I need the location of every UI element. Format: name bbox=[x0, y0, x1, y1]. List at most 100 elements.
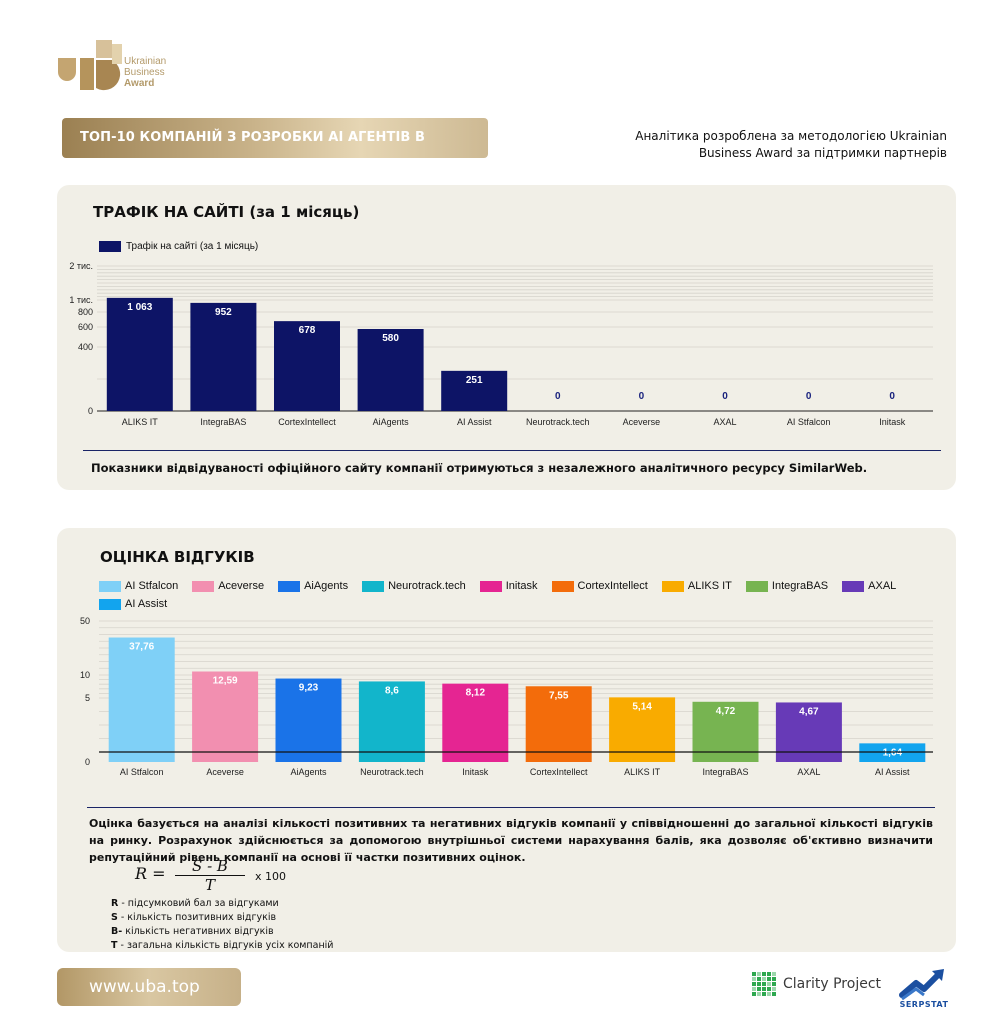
review-score-bar bbox=[609, 697, 676, 762]
bar-value-label: 0 bbox=[639, 391, 645, 402]
traffic-bar-chart: 0 400 600 800 1 тис. 2 тис. 1 063 ALIKS IT 952 In… bbox=[69, 261, 933, 427]
traffic-legend-label: Трафік на сайті (за 1 місяць) bbox=[126, 241, 259, 252]
x-tick-label: AXAL bbox=[797, 767, 820, 777]
bar-value-label: 678 bbox=[299, 325, 316, 336]
legend-label: AI Stfalcon bbox=[125, 580, 179, 592]
legend-swatch bbox=[362, 580, 385, 592]
x-tick-label: AI Stfalcon bbox=[120, 767, 164, 777]
y-tick-label: 1 тис. bbox=[69, 295, 93, 305]
logo-wordmark: Ukrainian Business Award bbox=[124, 56, 166, 89]
definition-b: B- кількість негативних відгуків bbox=[111, 926, 274, 937]
bar-value-label: 0 bbox=[806, 391, 812, 402]
y-tick-label: 10 bbox=[80, 670, 90, 680]
legend-item: Aceverse bbox=[192, 580, 264, 592]
formula-definitions: R - підсумковий бал за відгуками S - кіл… bbox=[111, 897, 333, 953]
x-tick-label: AiAgents bbox=[373, 417, 410, 427]
legend-item: IntegraBAS bbox=[745, 580, 829, 592]
legend-swatch bbox=[278, 580, 301, 592]
legend-label: AI Assist bbox=[125, 598, 168, 610]
x-tick-label: AiAgents bbox=[290, 767, 327, 777]
bar-value-label: 5,14 bbox=[632, 701, 652, 712]
formula-denominator: T bbox=[204, 876, 215, 894]
bar-value-label: 1 063 bbox=[127, 302, 152, 313]
bar-value-label: 580 bbox=[382, 333, 399, 344]
traffic-card: ТРАФІК НА САЙТІ (за 1 місяць) Трафік на … bbox=[57, 185, 956, 490]
x-tick-label: IntegraBAS bbox=[200, 417, 246, 427]
legend-item: Neurotrack.tech bbox=[362, 580, 466, 592]
x-tick-label: CortexIntellect bbox=[278, 417, 336, 427]
review-score-bar bbox=[859, 743, 926, 762]
report-title-banner: ТОП-10 КОМПАНІЙ З РОЗРОБКИ AI АГЕНТІВ В … bbox=[62, 118, 488, 185]
legend-item: CortexIntellect bbox=[551, 580, 648, 592]
serpstat-chart-icon bbox=[899, 969, 944, 1001]
legend-label: CortexIntellect bbox=[577, 580, 648, 592]
uba-logo bbox=[58, 40, 122, 91]
legend-label: AXAL bbox=[868, 580, 897, 592]
review-score-bar bbox=[275, 678, 342, 762]
x-tick-label: ALIKS IT bbox=[624, 767, 661, 777]
traffic-bar bbox=[441, 370, 508, 411]
x-tick-label: IntegraBAS bbox=[702, 767, 748, 777]
y-tick-label: 5 bbox=[85, 693, 90, 703]
legend-swatch bbox=[99, 598, 121, 610]
x-tick-label: ALIKS IT bbox=[122, 417, 159, 427]
legend-item: AI Stfalcon bbox=[99, 580, 178, 592]
legend-swatch bbox=[192, 580, 215, 592]
reviews-methodology-note: Оцінка базується на аналізі кількості по… bbox=[89, 817, 933, 864]
y-tick-label: 800 bbox=[78, 307, 93, 317]
bar-value-label: 4,72 bbox=[716, 706, 736, 717]
legend-label: Neurotrack.tech bbox=[388, 580, 466, 592]
clarity-project-logo: Clarity Project bbox=[752, 972, 881, 996]
legend-item: Initask bbox=[479, 580, 538, 592]
score-formula: R = S - B T x 100 bbox=[131, 858, 331, 894]
clarity-project-label: Clarity Project bbox=[783, 976, 882, 992]
x-tick-label: Neurotrack.tech bbox=[526, 417, 590, 427]
legend-label: AiAgents bbox=[304, 580, 349, 592]
y-tick-label: 50 bbox=[80, 616, 90, 626]
x-tick-label: CortexIntellect bbox=[530, 767, 588, 777]
bar-value-label: 251 bbox=[466, 375, 483, 386]
traffic-source-note: Показники відвідуваності офіційного сайт… bbox=[91, 461, 868, 475]
bar-value-label: 0 bbox=[722, 391, 728, 402]
review-score-bar bbox=[358, 681, 425, 762]
traffic-legend: Трафік на сайті (за 1 місяць) bbox=[99, 241, 258, 252]
legend-swatch bbox=[99, 580, 121, 592]
x-tick-label: Initask bbox=[879, 417, 906, 427]
legend-swatch bbox=[745, 580, 768, 592]
legend-label: ALIKS IT bbox=[687, 580, 732, 592]
bar-value-label: 8,12 bbox=[466, 688, 486, 699]
legend-swatch bbox=[661, 580, 684, 592]
legend-swatch bbox=[551, 580, 574, 592]
legend-item: AXAL bbox=[842, 580, 896, 592]
y-tick-label: 0 bbox=[85, 757, 90, 767]
legend-item: AiAgents bbox=[278, 580, 348, 592]
traffic-divider bbox=[83, 450, 941, 451]
y-tick-label: 2 тис. bbox=[69, 261, 93, 271]
traffic-chart-title: ТРАФІК НА САЙТІ (за 1 місяць) bbox=[93, 203, 360, 221]
bar-value-label: 1,64 bbox=[883, 747, 903, 758]
y-tick-label: 0 bbox=[88, 406, 93, 416]
website-link[interactable]: www.uba.top bbox=[57, 968, 241, 1006]
reviews-bar-chart: 0 5 10 50 37,76 AI Stfalcon 12,59 Aceverse 9,23 A… bbox=[80, 616, 933, 777]
clarity-grid-icon bbox=[752, 972, 776, 996]
formula-lhs: R = bbox=[135, 864, 166, 883]
legend-label: IntegraBAS bbox=[771, 580, 829, 592]
x-tick-label: AI Assist bbox=[875, 767, 910, 777]
x-tick-label: Aceverse bbox=[206, 767, 244, 777]
traffic-bar bbox=[106, 297, 173, 411]
methodology-note: Аналітика розроблена за методологією Ukr… bbox=[635, 129, 947, 160]
definition-s: S - кількість позитивних відгуків bbox=[111, 912, 277, 923]
legend-item: ALIKS IT bbox=[661, 580, 732, 592]
review-score-bar bbox=[525, 686, 592, 762]
serpstat-label: SERPSTAT bbox=[899, 1000, 949, 1009]
x-tick-label: Initask bbox=[462, 767, 489, 777]
review-score-bar bbox=[108, 637, 175, 762]
bar-value-label: 8,6 bbox=[385, 685, 399, 696]
traffic-bar bbox=[190, 302, 257, 411]
logo-line-2: Business bbox=[124, 67, 165, 78]
bar-value-label: 0 bbox=[555, 391, 561, 402]
x-tick-label: AI Assist bbox=[457, 417, 492, 427]
bar-value-label: 7,55 bbox=[549, 690, 569, 701]
bar-value-label: 12,59 bbox=[213, 676, 238, 687]
legend-label: Aceverse bbox=[218, 580, 265, 592]
